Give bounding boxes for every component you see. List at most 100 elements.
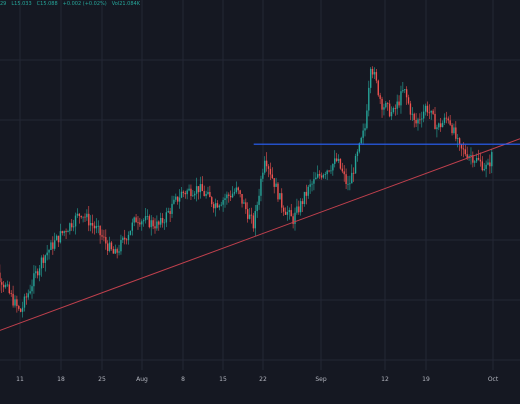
candle-up — [23, 296, 26, 308]
candle-down — [42, 257, 45, 263]
candle-down — [93, 225, 96, 229]
candle-down — [212, 204, 215, 209]
candle-down — [148, 216, 151, 228]
candle-down — [282, 207, 285, 212]
candle-down — [91, 223, 94, 226]
candle-up — [294, 212, 296, 224]
candle-up — [231, 193, 234, 198]
candle-down — [271, 174, 274, 179]
candle-down — [460, 144, 463, 149]
candle-up — [422, 111, 425, 119]
candle-up — [347, 183, 349, 185]
candle-up — [364, 128, 366, 131]
candle-up — [21, 307, 24, 312]
candle-up — [260, 178, 262, 196]
candle-down — [343, 171, 345, 175]
candle-down — [216, 203, 219, 208]
candle-up — [288, 210, 291, 212]
candle-up — [275, 183, 277, 187]
candle-up — [470, 155, 472, 157]
legend-volume: Vol21.084K — [111, 1, 140, 7]
candle-down — [301, 201, 304, 204]
candle-down — [105, 237, 107, 244]
candle-up — [491, 152, 493, 167]
candle-up — [218, 205, 221, 208]
candle-up — [63, 231, 65, 234]
candle-up — [59, 231, 62, 243]
candle-up — [29, 291, 31, 294]
legend-change: +0.002 (+0.02%) — [62, 1, 107, 7]
candle-down — [137, 222, 139, 224]
candle-up — [243, 202, 245, 204]
candle-down — [439, 123, 442, 128]
candle-down — [455, 127, 457, 139]
candle-down — [387, 102, 389, 104]
candle-up — [436, 127, 438, 130]
candle-up — [142, 220, 145, 222]
candle-down — [184, 192, 186, 195]
candle-up — [178, 197, 181, 202]
candle-up — [226, 194, 228, 199]
candle-down — [65, 231, 67, 233]
candle-up — [46, 252, 48, 256]
candle-down — [284, 211, 287, 215]
candle-down — [152, 220, 154, 227]
candle-up — [299, 201, 302, 213]
candle-down — [328, 170, 330, 172]
candle-up — [54, 240, 56, 249]
candle-down — [88, 213, 90, 226]
candle-up — [35, 271, 37, 274]
candle-up — [4, 284, 7, 288]
candle-up — [44, 255, 46, 263]
candle-up — [129, 230, 132, 235]
candle-down — [52, 242, 54, 249]
candle-up — [207, 192, 209, 194]
candle-down — [57, 235, 60, 243]
candle-up — [324, 174, 326, 175]
candle-down — [341, 168, 344, 172]
candle-up — [438, 123, 440, 128]
candle-down — [245, 202, 247, 210]
candle-down — [320, 175, 323, 178]
candle-up — [195, 186, 198, 194]
candle-up — [354, 155, 357, 174]
legend-high: 29 — [0, 1, 7, 7]
candle-down — [139, 222, 141, 225]
candle-up — [485, 164, 487, 169]
candle-up — [199, 184, 202, 193]
candle-down — [269, 168, 272, 175]
candle-up — [67, 231, 69, 233]
candle-down — [209, 192, 211, 198]
candle-up — [487, 162, 489, 165]
candle-up — [307, 186, 309, 196]
candle-up — [474, 161, 476, 163]
candle-down — [197, 186, 200, 193]
candle-down — [201, 184, 203, 192]
candle-down — [106, 243, 109, 251]
candle-down — [394, 108, 396, 109]
candle-down — [409, 103, 412, 115]
candle-down — [241, 193, 243, 204]
candle-down — [12, 293, 14, 306]
candle-down — [203, 191, 205, 196]
candle-down — [250, 214, 253, 216]
candle-up — [31, 286, 33, 292]
candle-down — [36, 271, 39, 276]
candle-up — [141, 221, 143, 225]
candle-down — [84, 216, 86, 218]
candle-down — [434, 113, 436, 130]
candle-down — [381, 98, 383, 110]
candle-up — [165, 212, 168, 223]
candle-up — [86, 213, 88, 218]
candle-up — [131, 222, 133, 231]
candle-down — [318, 174, 321, 176]
candle-down — [477, 158, 480, 160]
candle-down — [466, 154, 468, 159]
candle-down — [182, 191, 185, 193]
candle-up — [163, 222, 166, 224]
x-tick-label: 22 — [259, 376, 267, 383]
candle-up — [95, 226, 98, 229]
candle-up — [313, 179, 315, 184]
